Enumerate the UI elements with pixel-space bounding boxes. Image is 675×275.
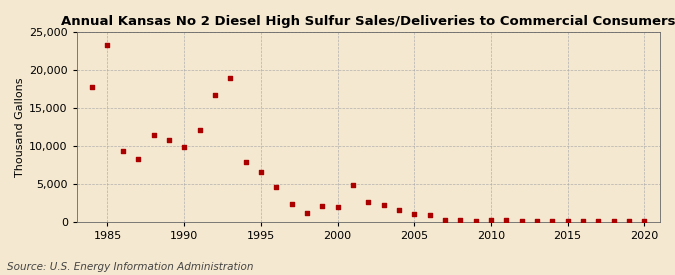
Point bbox=[470, 218, 481, 223]
Point bbox=[378, 203, 389, 207]
Point bbox=[240, 160, 251, 164]
Point bbox=[424, 213, 435, 217]
Point bbox=[271, 185, 281, 189]
Point bbox=[133, 157, 144, 162]
Title: Annual Kansas No 2 Diesel High Sulfur Sales/Deliveries to Commercial Consumers: Annual Kansas No 2 Diesel High Sulfur Sa… bbox=[61, 15, 675, 28]
Point bbox=[394, 207, 404, 212]
Point bbox=[439, 218, 450, 222]
Y-axis label: Thousand Gallons: Thousand Gallons bbox=[15, 77, 25, 177]
Point bbox=[194, 128, 205, 132]
Point bbox=[516, 219, 527, 223]
Point bbox=[302, 210, 313, 215]
Point bbox=[501, 218, 512, 222]
Point bbox=[608, 219, 619, 223]
Point bbox=[409, 212, 420, 216]
Text: Source: U.S. Energy Information Administration: Source: U.S. Energy Information Administ… bbox=[7, 262, 253, 272]
Point bbox=[624, 219, 634, 223]
Point bbox=[117, 149, 128, 153]
Point bbox=[562, 218, 573, 223]
Point bbox=[363, 200, 374, 204]
Point bbox=[348, 182, 358, 187]
Point bbox=[148, 133, 159, 138]
Point bbox=[578, 219, 589, 223]
Point bbox=[209, 93, 220, 97]
Point bbox=[255, 170, 266, 175]
Point bbox=[286, 201, 297, 206]
Point bbox=[593, 219, 603, 223]
Point bbox=[225, 76, 236, 81]
Point bbox=[317, 204, 327, 208]
Point bbox=[547, 219, 558, 223]
Point bbox=[87, 85, 98, 90]
Point bbox=[485, 218, 496, 222]
Point bbox=[455, 218, 466, 222]
Point bbox=[639, 219, 650, 224]
Point bbox=[163, 138, 174, 142]
Point bbox=[531, 219, 542, 223]
Point bbox=[102, 43, 113, 47]
Point bbox=[179, 145, 190, 150]
Point bbox=[332, 204, 343, 209]
